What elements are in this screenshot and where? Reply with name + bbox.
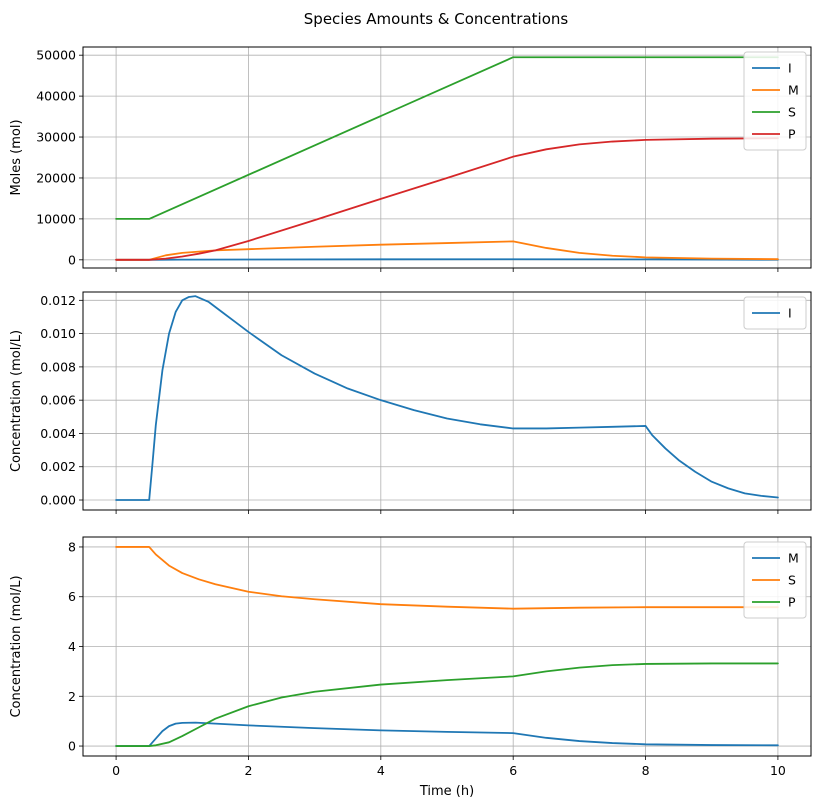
series-line-p (115, 662, 779, 747)
legend-label-p: P (788, 595, 796, 610)
y-tick-label: 0 (68, 252, 76, 267)
y-tick-label: 0.012 (40, 293, 76, 308)
legend-box (743, 51, 807, 151)
x-tick-label: 8 (642, 763, 650, 778)
y-tick-label: 40000 (36, 89, 76, 104)
y-tick-label: 4 (68, 639, 76, 654)
y-tick-label: 50000 (36, 48, 76, 63)
x-tick-label: 0 (112, 763, 120, 778)
plot-frame (82, 291, 812, 511)
y-tick-label: 0.010 (40, 326, 76, 341)
panel-1: 0 10000 20000 30000 40000 50000 Moles (mol) IMS… (9, 46, 812, 272)
series-line-m (115, 721, 779, 747)
series-line-m (115, 240, 779, 261)
legend: MSP (743, 541, 807, 619)
legend: I (743, 296, 807, 330)
series-line-s (115, 56, 779, 220)
panel-2: 0.000 0.002 0.004 0.006 0.008 0.010 0.012 Conce… (9, 291, 812, 514)
y-tick-label: 6 (68, 589, 76, 604)
figure-title: Species Amounts & Concentrations (304, 10, 569, 28)
y-tick-label: 0.000 (40, 493, 76, 508)
legend-label-m: M (788, 551, 799, 566)
y-tick-label: 0.008 (40, 359, 76, 374)
y-tick-label: 10000 (36, 211, 76, 226)
legend-label-s: S (788, 573, 796, 588)
series-line-s (115, 546, 779, 610)
legend-label-i: I (788, 61, 792, 76)
y-tick-label: 0 (68, 739, 76, 754)
y-axis-label: Concentration (mol/L) (9, 575, 24, 717)
y-axis-label: Moles (mol) (9, 119, 24, 195)
series-line-p (115, 137, 779, 261)
y-tick-label: 2 (68, 689, 76, 704)
x-tick-label: 4 (377, 763, 385, 778)
x-axis-label: Time (h) (419, 784, 474, 799)
y-tick-label: 0.002 (40, 459, 76, 474)
panel-3: 0 2 4 6 8 10 0 2 4 6 8 Concentration (mol/L) Time (h… (9, 536, 812, 799)
x-tick-label: 2 (244, 763, 252, 778)
y-tick-label: 0.004 (40, 426, 76, 441)
y-axis-label: Concentration (mol/L) (9, 330, 24, 472)
y-tick-label: 8 (68, 539, 76, 554)
y-tick-label: 0.006 (40, 393, 76, 408)
legend-label-i: I (788, 306, 792, 321)
y-tick-label: 30000 (36, 130, 76, 145)
legend-label-s: S (788, 105, 796, 120)
legend-label-m: M (788, 83, 799, 98)
x-tick-label: 10 (770, 763, 786, 778)
y-tick-label: 20000 (36, 170, 76, 185)
series-line-i (115, 258, 779, 261)
legend-label-p: P (788, 127, 796, 142)
series-line-i (115, 295, 779, 501)
x-tick-label: 6 (509, 763, 517, 778)
plot-frame (82, 46, 812, 269)
